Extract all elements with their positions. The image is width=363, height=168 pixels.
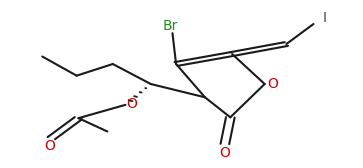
Text: I: I (322, 11, 326, 25)
Text: O: O (220, 146, 231, 160)
Text: Br: Br (163, 19, 178, 33)
Text: O: O (126, 97, 137, 111)
Text: O: O (267, 77, 278, 91)
Text: O: O (44, 139, 55, 154)
